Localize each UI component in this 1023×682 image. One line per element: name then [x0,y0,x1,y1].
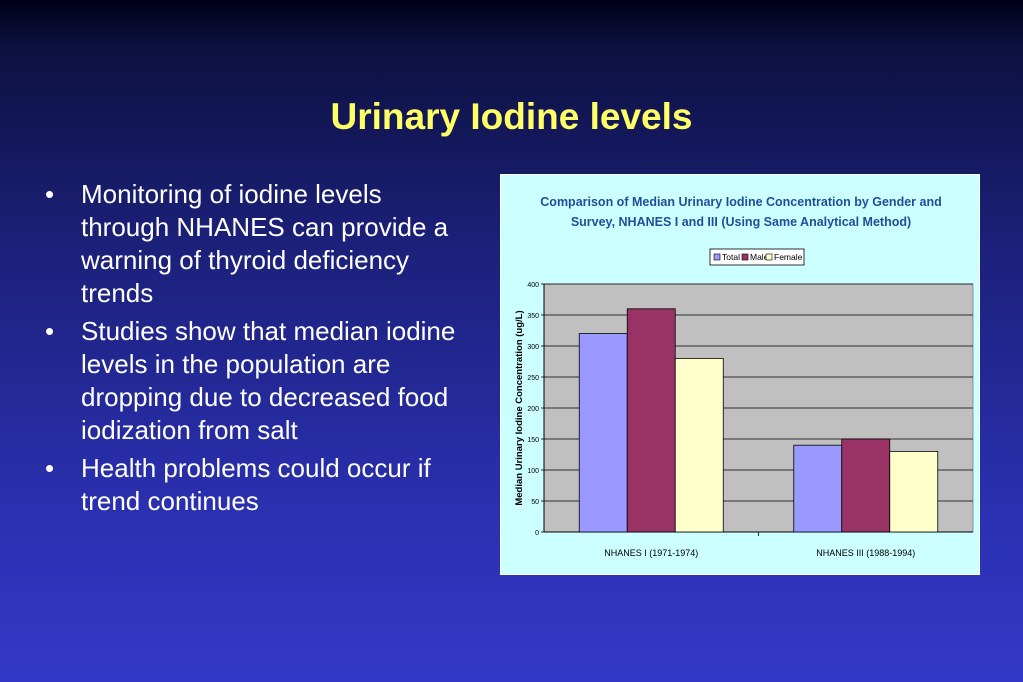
bar [578,333,628,533]
bullet-list: • Monitoring of iodine levels through NHA… [45,178,465,523]
x-tick-label: NHANES I (1971-1974) [604,548,698,558]
legend-label: Total [722,252,740,262]
legend-box [709,248,805,266]
y-tick-label: 250 [527,375,539,382]
bullet-marker: • [45,453,55,483]
y-tick-label: 0 [535,530,539,537]
chart-title: Survey, NHANES I and III (Using Same Ana… [571,215,911,229]
bullet-text: Monitoring of iodine levels through NHAN… [81,179,449,308]
bullet-marker: • [45,179,55,209]
bar [889,450,939,533]
bullet-text: Studies show that median iodine levels i… [81,316,456,445]
y-tick-label: 400 [527,282,539,289]
legend-label: Female [774,252,803,262]
x-tick-label: NHANES III (1988-1994) [816,548,915,558]
bullet-item: • Monitoring of iodine levels through NHA… [45,178,465,310]
bar [674,357,724,533]
legend-swatch [765,253,773,261]
bullet-marker: • [45,316,55,346]
slide-title: Urinary Iodine levels [330,96,693,137]
chart-title: Comparison of Median Urinary Iodine Conc… [540,195,941,209]
bullet-text: Health problems could occur if trend con… [81,453,431,516]
bar [793,444,843,533]
chart-container: Comparison of Median Urinary Iodine Conc… [500,174,980,575]
bar-chart: Comparison of Median Urinary Iodine Conc… [514,195,974,558]
y-tick-label: 350 [527,313,539,320]
bar [841,438,891,533]
legend-swatch [741,253,749,261]
legend-swatch [713,253,721,261]
y-tick-label: 200 [527,406,539,413]
bullet-item: • Health problems could occur if trend co… [45,452,465,518]
y-tick-label: 150 [527,437,539,444]
y-tick-label: 50 [531,499,539,506]
y-tick-label: 300 [527,344,539,351]
bullet-item: • Studies show that median iodine levels … [45,315,465,447]
y-axis-label: Median Urinary Iodine Concentration (ug/… [514,310,525,505]
y-tick-label: 100 [527,468,539,475]
bar [626,308,676,533]
legend-label: Male [750,252,769,262]
